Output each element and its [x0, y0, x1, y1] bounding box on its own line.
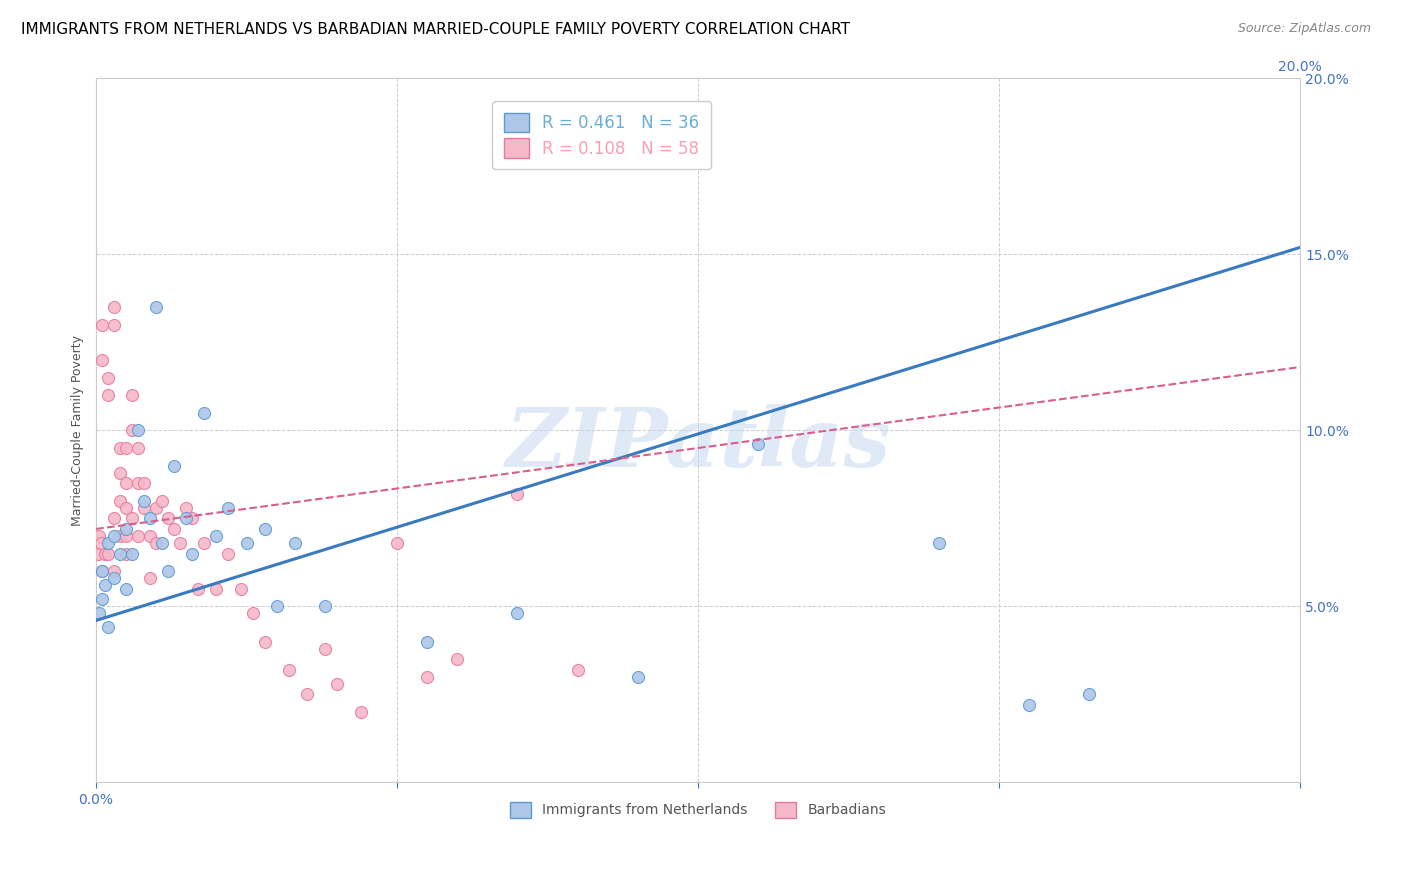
Point: [108, 493, 131, 508]
Point: [242, 607, 264, 621]
Point: [157, 564, 180, 578]
Point: [295, 687, 318, 701]
Point: [134, 500, 156, 515]
Point: [385, 536, 408, 550]
Point: [446, 652, 468, 666]
Point: [314, 641, 336, 656]
Point: [284, 536, 307, 550]
Point: [145, 536, 167, 550]
Point: [97, 370, 120, 384]
Point: [103, 571, 125, 585]
Point: [91, 318, 114, 332]
Point: [169, 536, 191, 550]
Point: [1018, 698, 1040, 712]
Point: [115, 522, 138, 536]
Point: [193, 536, 215, 550]
Point: [277, 663, 299, 677]
Point: [314, 599, 336, 614]
Point: [350, 705, 373, 719]
Point: [181, 547, 204, 561]
Legend: Immigrants from Netherlands, Barbadians: Immigrants from Netherlands, Barbadians: [503, 795, 893, 825]
Point: [134, 493, 156, 508]
Point: [127, 441, 149, 455]
Point: [103, 511, 125, 525]
Point: [163, 522, 186, 536]
Point: [91, 353, 114, 368]
Point: [115, 582, 138, 596]
Point: [91, 564, 114, 578]
Point: [139, 529, 162, 543]
Point: [747, 437, 769, 451]
Point: [108, 466, 131, 480]
Point: [176, 500, 198, 515]
Point: [103, 564, 125, 578]
Point: [253, 522, 276, 536]
Point: [103, 318, 125, 332]
Point: [163, 458, 186, 473]
Point: [127, 529, 149, 543]
Point: [127, 424, 149, 438]
Point: [235, 536, 257, 550]
Text: ZIPatlas: ZIPatlas: [505, 404, 891, 484]
Point: [103, 529, 125, 543]
Point: [108, 547, 131, 561]
Point: [139, 511, 162, 525]
Point: [94, 547, 117, 561]
Point: [176, 511, 198, 525]
Point: [139, 571, 162, 585]
Point: [97, 547, 120, 561]
Point: [205, 529, 228, 543]
Text: IMMIGRANTS FROM NETHERLANDS VS BARBADIAN MARRIED-COUPLE FAMILY POVERTY CORRELATI: IMMIGRANTS FROM NETHERLANDS VS BARBADIAN…: [21, 22, 851, 37]
Point: [150, 493, 173, 508]
Point: [108, 529, 131, 543]
Point: [1078, 687, 1101, 701]
Point: [121, 547, 143, 561]
Point: [115, 441, 138, 455]
Point: [97, 536, 120, 550]
Point: [134, 476, 156, 491]
Point: [181, 511, 204, 525]
Point: [266, 599, 288, 614]
Point: [253, 634, 276, 648]
Point: [121, 511, 143, 525]
Point: [97, 388, 120, 402]
Point: [326, 677, 349, 691]
Point: [416, 634, 439, 648]
Point: [145, 300, 167, 314]
Point: [87, 547, 110, 561]
Point: [103, 300, 125, 314]
Point: [115, 529, 138, 543]
Point: [567, 663, 589, 677]
Text: Source: ZipAtlas.com: Source: ZipAtlas.com: [1237, 22, 1371, 36]
Point: [91, 592, 114, 607]
Point: [121, 388, 143, 402]
Point: [97, 620, 120, 634]
Point: [121, 424, 143, 438]
Point: [218, 547, 240, 561]
Point: [229, 582, 252, 596]
Point: [193, 406, 215, 420]
Point: [108, 441, 131, 455]
Point: [115, 476, 138, 491]
Point: [91, 564, 114, 578]
Point: [416, 670, 439, 684]
Point: [205, 582, 228, 596]
Point: [87, 607, 110, 621]
Point: [115, 547, 138, 561]
Point: [928, 536, 950, 550]
Point: [145, 500, 167, 515]
Point: [90, 536, 112, 550]
Point: [506, 487, 529, 501]
Point: [627, 670, 650, 684]
Point: [115, 500, 138, 515]
Point: [150, 536, 173, 550]
Point: [87, 529, 110, 543]
Point: [218, 500, 240, 515]
Point: [127, 476, 149, 491]
Point: [157, 511, 180, 525]
Point: [94, 578, 117, 592]
Y-axis label: Married-Couple Family Poverty: Married-Couple Family Poverty: [72, 334, 84, 526]
Point: [187, 582, 209, 596]
Point: [506, 607, 529, 621]
